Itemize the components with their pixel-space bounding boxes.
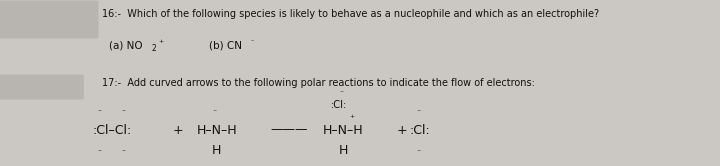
Text: ··: ·· [416,148,421,157]
Text: H–N–H: H–N–H [197,124,238,136]
Text: +: + [158,39,163,43]
Text: (b) CN: (b) CN [209,40,242,50]
Text: ··: ·· [97,148,102,157]
Text: :Cl:: :Cl: [331,100,348,110]
FancyBboxPatch shape [0,75,84,99]
Text: H: H [339,143,348,157]
Text: :Cl–Cl:: :Cl–Cl: [92,124,132,136]
Text: ··: ·· [122,108,127,117]
Text: +: + [173,124,184,136]
Text: H–N–H: H–N–H [323,124,363,136]
Text: (a) NO: (a) NO [109,40,143,50]
Text: +: + [350,115,355,120]
Text: H: H [212,143,221,157]
Text: –: – [251,39,253,43]
Text: :Cl:: :Cl: [410,124,431,136]
Text: ··: ·· [416,108,421,117]
Text: ··: ·· [97,108,102,117]
Text: ··: ·· [122,148,127,157]
FancyBboxPatch shape [0,1,98,38]
Text: +: + [397,124,407,136]
Text: 17:-  Add curved arrows to the following polar reactions to indicate the flow of: 17:- Add curved arrows to the following … [102,78,535,88]
Text: 2: 2 [151,43,156,52]
Text: 16:-  Which of the following species is likely to behave as a nucleophile and wh: 16:- Which of the following species is l… [102,9,599,19]
Text: ———: ——— [270,124,307,136]
Text: ··: ·· [212,108,217,117]
Text: ··: ·· [339,88,344,97]
